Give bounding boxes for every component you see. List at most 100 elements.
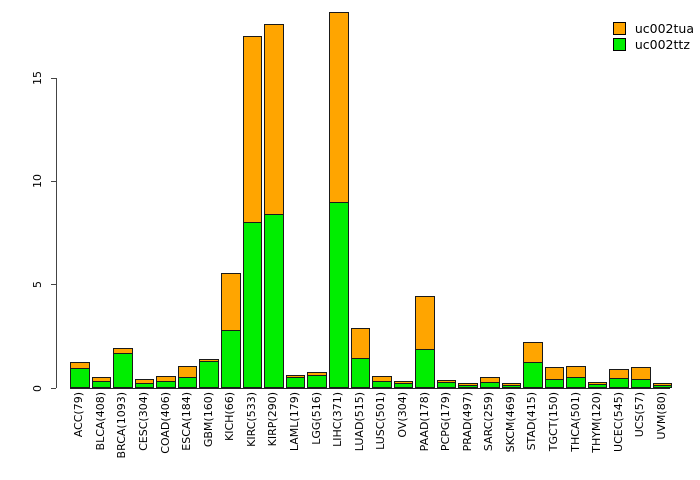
x-label-slot: PCPG(179) (437, 392, 455, 478)
bar-skcm469 (501, 8, 522, 388)
bar-segment-uc002tua (566, 365, 586, 378)
bar-segment-uc002tua (587, 381, 608, 385)
bar-gbm160 (199, 8, 220, 388)
bar-segment-uc002tua (285, 375, 306, 379)
x-axis-label: BLCA(408) (93, 392, 107, 451)
bar-segment-uc002tua (479, 376, 500, 384)
bar-segment-uc002tua (307, 372, 327, 376)
bar-segment-uc002tua (631, 366, 651, 380)
bar-segment-uc002ttz (264, 215, 284, 388)
x-label-slot: BLCA(408) (92, 392, 110, 478)
bar-cesc304 (134, 8, 155, 388)
x-axis-label: BRCA(1093) (115, 392, 129, 459)
bar-laml179 (285, 8, 306, 388)
bar-kich66 (221, 8, 241, 388)
x-axis-label: THYM(120) (590, 392, 604, 453)
y-axis-line (56, 78, 57, 388)
bar-segment-uc002ttz (587, 384, 608, 388)
bar-segment-uc002ttz (134, 383, 155, 388)
bar-kirc533 (242, 8, 263, 388)
x-axis-label: ACC(79) (72, 392, 86, 438)
bar-segment-uc002ttz (458, 385, 478, 388)
x-label-slot: LAML(179) (286, 392, 304, 478)
x-label-slot: TGCT(150) (545, 392, 563, 478)
bar-segment-uc002tua (199, 358, 220, 363)
y-tick-mark (51, 180, 56, 182)
bar-segment-uc002ttz (242, 223, 263, 388)
x-label-slot: THYM(120) (588, 392, 606, 478)
y-tick-label-text: 15 (30, 71, 44, 85)
x-label-slot: LIHC(371) (329, 392, 347, 478)
bar-segment-uc002tua (328, 12, 349, 204)
bar-segment-uc002tua (544, 366, 565, 381)
x-label-slot: COAD(406) (156, 392, 174, 478)
bar-segment-uc002tua (70, 362, 90, 370)
x-label-slot: UCEC(545) (609, 392, 627, 478)
x-label-slot: PAAD(178) (415, 392, 433, 478)
x-label-slot: SKCM(469) (502, 392, 520, 478)
bar-segment-uc002ttz (221, 331, 241, 388)
x-axis-label: OV(304) (395, 392, 409, 438)
bar-segment-uc002ttz (415, 349, 435, 388)
bar-segment-uc002tua (91, 377, 112, 382)
bar-segment-uc002ttz (501, 385, 522, 388)
legend-swatch-green-icon (612, 38, 626, 51)
x-label-slot: LUSC(501) (372, 392, 390, 478)
x-axis-label: SKCM(469) (503, 392, 517, 453)
bar-segment-uc002ttz (436, 382, 457, 388)
x-axis-label: TGCT(150) (547, 392, 560, 452)
x-axis-label: STAD(415) (525, 392, 539, 451)
bar-segment-uc002tua (372, 376, 392, 383)
bar-segment-uc002ttz (156, 382, 176, 388)
bar-segment-uc002tua (458, 383, 478, 386)
y-tick-label: 5 (26, 263, 48, 307)
bar-segment-uc002tua (113, 347, 133, 354)
bar-lgg516 (307, 8, 327, 388)
bar-ov304 (393, 8, 414, 388)
legend-item-uc002ttz: uc002ttz (612, 38, 694, 51)
bar-segment-uc002ttz (566, 377, 586, 388)
bar-sarc259 (479, 8, 500, 388)
bar-segment-uc002tua (242, 36, 263, 224)
bar-prad497 (458, 8, 478, 388)
x-axis-label: PRAD(497) (460, 392, 474, 452)
bar-ucs57 (631, 8, 651, 388)
bar-segment-uc002ttz (479, 383, 500, 388)
x-label-slot: KIRP(290) (264, 392, 282, 478)
y-tick-mark (51, 387, 56, 389)
x-axis-label: UCEC(545) (611, 392, 625, 452)
bar-segment-uc002tua (134, 379, 155, 384)
plot-area (70, 8, 673, 389)
bar-segment-uc002ttz (350, 359, 371, 388)
bar-thca501 (566, 8, 586, 388)
bar-kirp290 (264, 8, 284, 388)
x-axis-label: THCA(501) (568, 392, 582, 452)
bar-segment-uc002ttz (523, 363, 543, 388)
legend-item-uc002tua: uc002tua (612, 22, 694, 35)
bar-segment-uc002ttz (328, 203, 349, 388)
bar-blca408 (91, 8, 112, 388)
bar-pcpg179 (436, 8, 457, 388)
x-label-slot: ESCA(184) (178, 392, 196, 478)
bar-coad406 (156, 8, 176, 388)
bar-segment-uc002tua (652, 383, 673, 386)
y-tick-label-text: 5 (30, 281, 44, 289)
bar-lusc501 (372, 8, 392, 388)
x-axis-label: KICH(66) (223, 392, 237, 441)
x-axis-label: PAAD(178) (417, 392, 431, 452)
bar-segment-uc002ttz (609, 378, 630, 388)
bar-segment-uc002ttz (177, 377, 198, 388)
y-tick-label-text: 0 (30, 384, 44, 392)
bar-segment-uc002tua (436, 380, 457, 383)
x-label-slot: ACC(79) (70, 392, 88, 478)
x-axis-label: LGG(516) (309, 392, 323, 445)
bar-segment-uc002ttz (631, 379, 651, 388)
y-tick-label-text: 10 (30, 174, 44, 189)
bar-thym120 (587, 8, 608, 388)
bar-brca1093 (113, 8, 133, 388)
x-label-slot: SARC(259) (480, 392, 498, 478)
bar-lihc371 (328, 8, 349, 388)
bar-segment-uc002ttz (285, 378, 306, 388)
x-axis-label: PCPG(179) (439, 392, 453, 452)
